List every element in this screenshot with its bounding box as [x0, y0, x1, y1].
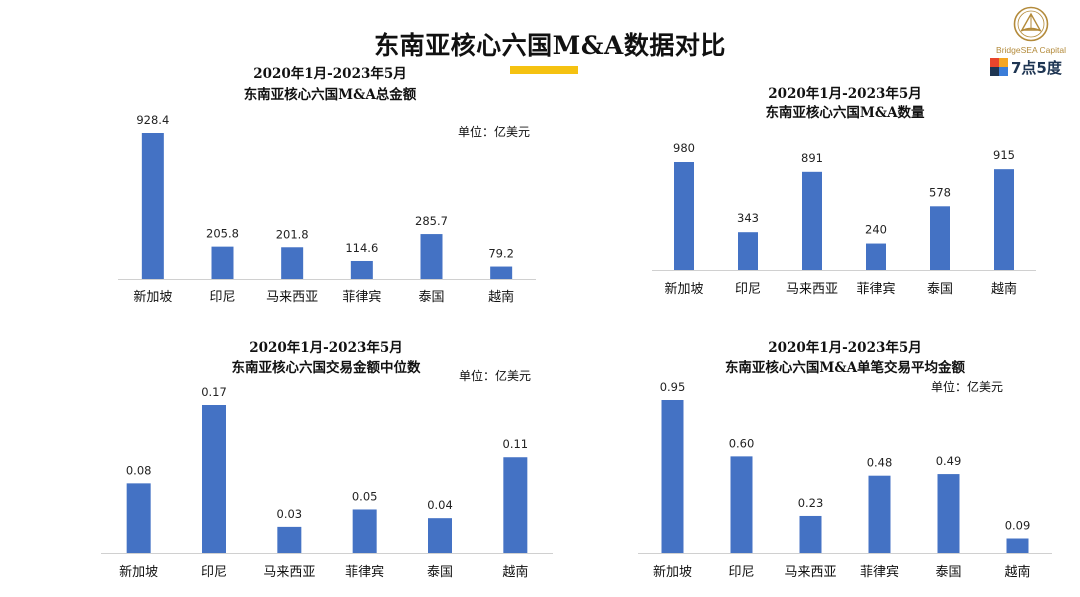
category-label: 菲律宾 [860, 564, 899, 580]
bar [802, 171, 822, 270]
title-underline [510, 66, 578, 74]
data-label: 578 [929, 185, 951, 199]
category-label: 马来西亚 [786, 282, 838, 297]
logo-brand-text: BridgeSEA Capital [996, 45, 1066, 55]
category-label: 泰国 [935, 565, 961, 580]
chart-title-line2: 东南亚核心六国交易金额中位数 [232, 359, 421, 376]
bar [799, 515, 822, 553]
bridgesea-emblem-icon [1013, 6, 1049, 42]
chart-title-line2: 东南亚核心六国M&A单笔交易平均金额 [725, 359, 966, 376]
page-title: 东南亚核心六国M&A数据对比 [374, 31, 726, 60]
data-label: 928.4 [136, 113, 169, 127]
data-label: 0.03 [277, 507, 303, 521]
bar [420, 234, 443, 279]
unit-label: 单位：亿美元 [458, 124, 530, 139]
unit-label: 单位：亿美元 [459, 368, 531, 383]
bar [661, 400, 684, 553]
category-label: 马来西亚 [784, 565, 836, 580]
chart-total-amount: 2020年1月-2023年5月 东南亚核心六国M&A总金额 单位：亿美元 928… [0, 0, 540, 305]
logo-wordmark: 7点5度 [1011, 59, 1062, 77]
bar [126, 483, 151, 553]
chart-title-line2: 东南亚核心六国M&A总金额 [244, 86, 417, 103]
bar [937, 474, 960, 553]
bar [674, 162, 694, 270]
category-label: 新加坡 [653, 564, 692, 580]
data-label: 915 [993, 148, 1015, 162]
bar [1006, 538, 1029, 553]
bar [738, 232, 758, 270]
category-label: 泰国 [927, 282, 953, 297]
category-label: 新加坡 [133, 289, 172, 305]
bar [866, 243, 886, 270]
bar [930, 206, 950, 270]
category-label: 新加坡 [119, 564, 158, 580]
chart-median-value-svg: 2020年1月-2023年5月 东南亚核心六国交易金额中位数 单位：亿美元 0.… [101, 339, 553, 580]
data-label: 79.2 [488, 247, 514, 261]
data-label: 980 [673, 141, 695, 155]
data-label: 0.95 [660, 380, 686, 394]
category-label: 马来西亚 [263, 565, 315, 580]
data-label: 0.08 [126, 463, 152, 477]
bar [350, 260, 373, 279]
category-label: 印尼 [728, 565, 754, 580]
data-label: 0.04 [427, 498, 453, 512]
seven-point-five-mark-icon [990, 58, 1008, 76]
data-label: 0.60 [729, 436, 755, 450]
bar [211, 246, 234, 279]
data-label: 0.17 [201, 385, 227, 399]
category-label: 泰国 [418, 290, 444, 305]
bar [352, 509, 377, 553]
chart-title-line2: 东南亚核心六国M&A数量 [765, 104, 925, 121]
bar [503, 457, 528, 553]
bar [281, 247, 304, 279]
data-label: 0.23 [798, 496, 824, 510]
data-label: 114.6 [345, 241, 378, 255]
data-label: 343 [737, 211, 759, 225]
chart-deal-count-svg: 2020年1月-2023年5月 东南亚核心六国M&A数量 980 新加坡 343 印尼… [652, 85, 1036, 297]
data-label: 240 [865, 223, 887, 237]
category-label: 越南 [502, 564, 528, 580]
data-label: 891 [801, 151, 823, 165]
category-label: 越南 [488, 289, 514, 305]
category-label: 印尼 [735, 282, 761, 297]
category-label: 菲律宾 [345, 564, 384, 580]
data-label: 285.7 [415, 214, 448, 228]
category-label: 菲律宾 [342, 289, 381, 305]
bar [428, 518, 452, 553]
bar [868, 475, 891, 553]
data-label: 0.05 [352, 489, 378, 503]
bar [277, 526, 302, 553]
chart-total-amount-svg: 2020年1月-2023年5月 东南亚核心六国M&A总金额 单位：亿美元 928… [118, 65, 536, 305]
category-label: 新加坡 [664, 281, 703, 297]
category-label: 马来西亚 [266, 290, 318, 305]
data-label: 205.8 [206, 227, 239, 241]
bar [490, 266, 513, 279]
logo: BridgeSEA Capital 7点5度 [986, 4, 1076, 78]
category-label: 泰国 [427, 565, 453, 580]
category-label: 印尼 [201, 565, 227, 580]
data-label: 0.49 [936, 454, 962, 468]
chart-title-line1: 2020年1月-2023年5月 [253, 65, 407, 82]
data-label: 0.48 [867, 456, 893, 470]
bar [994, 169, 1014, 270]
data-label: 0.09 [1005, 519, 1031, 533]
bar [730, 456, 753, 553]
chart-title-line1: 2020年1月-2023年5月 [768, 85, 922, 102]
bar [141, 133, 164, 279]
category-label: 越南 [1004, 564, 1030, 580]
chart-median-value: 2020年1月-2023年5月 东南亚核心六国交易金额中位数 单位：亿美元 0.… [101, 339, 553, 580]
category-label: 越南 [991, 281, 1017, 297]
chart-title-line1: 2020年1月-2023年5月 [768, 339, 922, 356]
chart-title-line1: 2020年1月-2023年5月 [249, 339, 403, 356]
data-label: 0.11 [503, 437, 529, 451]
data-label: 201.8 [276, 227, 309, 241]
bar [202, 405, 226, 553]
category-label: 菲律宾 [856, 281, 895, 297]
unit-label: 单位：亿美元 [931, 379, 1003, 394]
category-label: 印尼 [209, 290, 235, 305]
chart-deal-count: 2020年1月-2023年5月 东南亚核心六国M&A数量 980 新加坡 343 印尼… [652, 85, 1036, 297]
